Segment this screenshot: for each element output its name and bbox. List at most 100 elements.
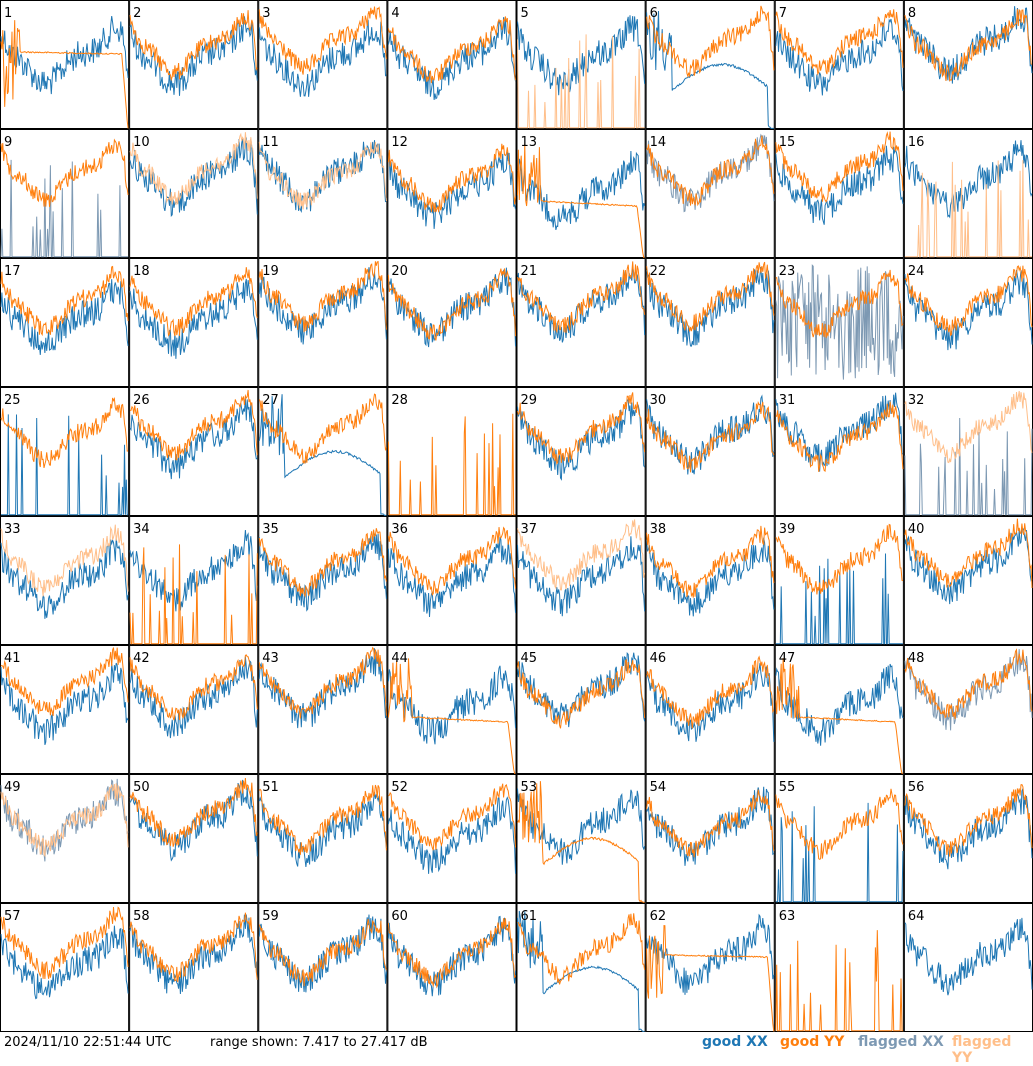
panel-frame	[258, 387, 388, 516]
panel-frame	[516, 903, 646, 1032]
trace-yy-39	[775, 523, 904, 595]
panel-label: 17	[4, 264, 21, 279]
panel-frame	[645, 903, 775, 1032]
panel-frame	[774, 258, 904, 387]
panel-label: 44	[391, 651, 408, 666]
trace-yy-4	[387, 16, 516, 84]
trace-xx-25	[1, 414, 129, 516]
panel-4: 4	[387, 0, 517, 129]
panel-9: 9	[0, 129, 130, 258]
panel-frame	[774, 516, 904, 645]
trace-yy-15	[775, 131, 904, 203]
panel-25: 25	[0, 387, 130, 516]
panel-label: 19	[262, 264, 279, 279]
panel-22: 22	[645, 258, 775, 387]
panel-label: 4	[391, 6, 399, 21]
panel-label: 39	[779, 522, 796, 537]
trace-xx-7	[775, 18, 904, 96]
panel-frame	[258, 516, 388, 645]
trace-xx-23	[775, 264, 904, 380]
trace-xx-21	[517, 267, 646, 343]
panel-frame	[645, 387, 775, 516]
trace-xx-24	[904, 269, 1033, 351]
panel-frame	[774, 645, 904, 774]
panel-label: 16	[908, 135, 925, 150]
timestamp: 2024/11/10 22:51:44 UTC	[4, 1035, 172, 1050]
panel-32: 32	[903, 387, 1033, 516]
panel-29: 29	[516, 387, 646, 516]
trace-yy-47	[775, 658, 903, 774]
panel-42: 42	[129, 645, 259, 774]
trace-yy-59	[258, 918, 387, 987]
trace-yy-25	[0, 396, 129, 469]
trace-yy-17	[0, 265, 129, 337]
panel-frame	[258, 129, 388, 258]
trace-yy-16	[904, 160, 1032, 258]
trace-xx-38	[646, 537, 775, 617]
panel-13: 13	[516, 129, 646, 258]
panel-frame	[774, 774, 904, 903]
panel-label: 53	[521, 780, 538, 795]
panel-7: 7	[774, 0, 904, 129]
panel-31: 31	[774, 387, 904, 516]
trace-yy-1	[0, 20, 129, 129]
panel-frame	[129, 645, 259, 774]
panel-41: 41	[0, 645, 130, 774]
panel-24: 24	[903, 258, 1033, 387]
panel-18: 18	[129, 258, 259, 387]
panel-label: 22	[650, 264, 667, 279]
panel-label: 51	[262, 780, 279, 795]
trace-yy-49	[0, 783, 129, 858]
panel-12: 12	[387, 129, 517, 258]
trace-xx-17	[0, 279, 129, 355]
trace-yy-10	[129, 132, 258, 205]
trace-yy-34	[129, 544, 258, 645]
panel-frame	[387, 0, 517, 129]
legend-flagged-yy: flagged YY	[952, 1034, 1012, 1066]
panel-63: 63	[774, 903, 904, 1032]
panel-label: 46	[650, 651, 667, 666]
panel-frame	[645, 258, 775, 387]
trace-yy-30	[646, 401, 775, 473]
trace-yy-19	[258, 260, 387, 333]
trace-yy-54	[646, 789, 775, 858]
trace-yy-37	[517, 519, 646, 591]
panel-11: 11	[258, 129, 388, 258]
panel-33: 33	[0, 516, 130, 645]
legend-good-yy: good YY	[780, 1034, 845, 1050]
trace-xx-39	[775, 553, 903, 645]
trace-yy-61	[517, 913, 646, 985]
panel-frame	[516, 516, 646, 645]
panel-label: 60	[391, 909, 408, 924]
panel-frame	[387, 258, 517, 387]
panel-label: 18	[133, 264, 150, 279]
panel-64: 64	[903, 903, 1033, 1032]
panel-label: 5	[521, 6, 529, 21]
panel-frame	[645, 516, 775, 645]
panel-label: 42	[133, 651, 150, 666]
trace-xx-1	[0, 16, 129, 95]
trace-xx-5	[517, 15, 646, 96]
panel-label: 12	[391, 135, 408, 150]
panel-frame	[516, 387, 646, 516]
panel-label: 57	[4, 909, 21, 924]
range-label: range shown: 7.417 to 27.417 dB	[210, 1035, 428, 1050]
trace-xx-31	[775, 392, 904, 472]
panel-40: 40	[903, 516, 1033, 645]
panel-frame	[258, 645, 388, 774]
panel-label: 2	[133, 6, 141, 21]
panel-label: 27	[262, 393, 279, 408]
panel-frame	[258, 258, 388, 387]
panel-57: 57	[0, 903, 130, 1032]
trace-yy-55	[775, 788, 904, 860]
panel-3: 3	[258, 0, 388, 129]
trace-yy-51	[258, 784, 387, 855]
trace-xx-8	[904, 6, 1033, 84]
panel-label: 38	[650, 522, 667, 537]
panel-frame	[516, 774, 646, 903]
trace-yy-36	[387, 526, 516, 597]
panel-frame	[0, 645, 130, 774]
legend-flagged-xx: flagged XX	[858, 1034, 944, 1050]
panel-frame	[387, 645, 517, 774]
